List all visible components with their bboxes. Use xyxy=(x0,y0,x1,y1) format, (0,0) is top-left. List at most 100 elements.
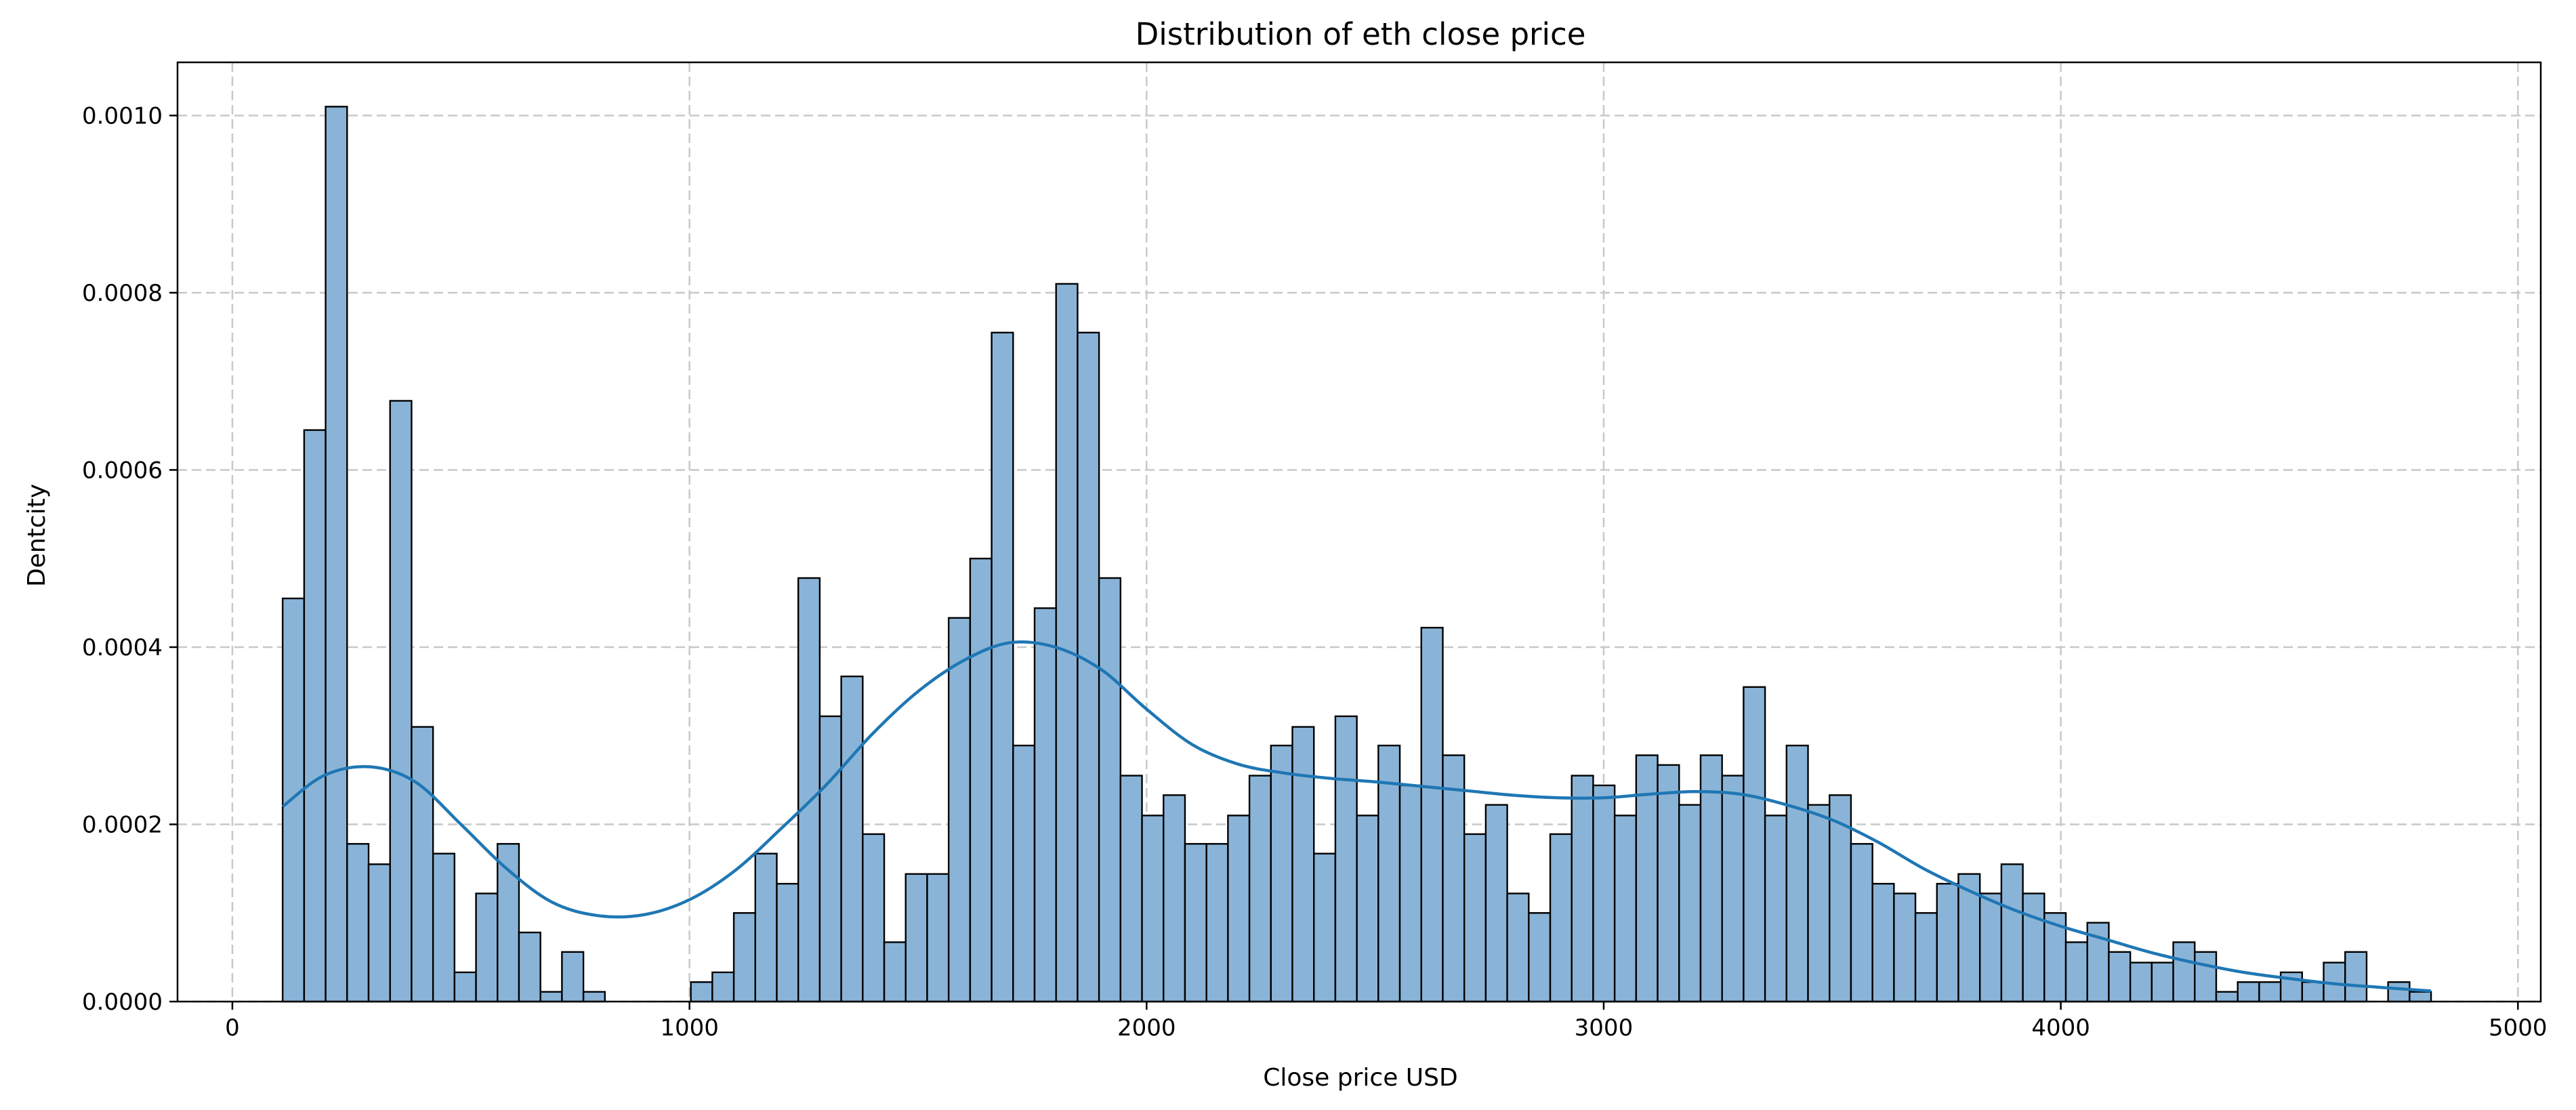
histogram-bar xyxy=(1442,754,1466,1003)
histogram-bar xyxy=(2258,981,2282,1003)
y-tick-label: 0.0000 xyxy=(82,989,163,1016)
histogram-bar xyxy=(561,951,585,1003)
histogram-bar xyxy=(518,931,541,1003)
histogram-bar xyxy=(281,597,306,1003)
histogram-bar xyxy=(1012,744,1036,1003)
axis-ticks: 0 1000 2000 3000 4000 5000 0.0000 0.0002 0.0004 0… xyxy=(82,102,2548,1042)
x-tick-label: 5000 xyxy=(2489,1014,2548,1042)
histogram-bar xyxy=(732,912,756,1003)
histogram-bar xyxy=(2344,951,2368,1003)
histogram-bars xyxy=(281,106,2432,1003)
histogram-bar xyxy=(1721,775,1745,1003)
histogram-bar xyxy=(1528,912,1552,1003)
plot-frame xyxy=(176,61,2542,1003)
histogram-bar xyxy=(883,941,907,1003)
histogram-bar xyxy=(1163,794,1186,1003)
histogram-bar xyxy=(2387,981,2411,1003)
histogram-bar xyxy=(1248,775,1272,1003)
histogram-bar xyxy=(389,400,413,1003)
histogram-bar xyxy=(818,715,842,1003)
histogram-bar xyxy=(969,558,993,1003)
histogram-bar xyxy=(1033,607,1057,1003)
histogram-bar xyxy=(367,863,391,1003)
y-tick-label: 0.0010 xyxy=(82,102,163,129)
histogram-bar xyxy=(325,106,348,1003)
histogram-bar xyxy=(2000,863,2024,1003)
histogram-bar xyxy=(432,852,456,1003)
y-tick-label: 0.0004 xyxy=(82,634,163,661)
histogram-bar xyxy=(2194,951,2218,1003)
histogram-bar xyxy=(1119,775,1143,1003)
histogram-bar xyxy=(1978,892,2003,1003)
histogram-bar xyxy=(1463,833,1487,1003)
y-tick-label: 0.0002 xyxy=(82,811,163,838)
histogram-bar xyxy=(711,971,735,1003)
histogram-bar xyxy=(1764,815,1788,1003)
histogram-bar xyxy=(862,833,886,1003)
histogram-bar xyxy=(1356,815,1379,1003)
kde-line xyxy=(281,640,2432,993)
histogram-bar xyxy=(2409,991,2432,1003)
histogram-bar xyxy=(1635,754,1659,1003)
histogram-bar xyxy=(1678,804,1702,1003)
histogram-bar xyxy=(539,991,563,1003)
histogram-bar xyxy=(303,429,327,1003)
histogram-bar xyxy=(2129,962,2153,1003)
x-tick-label: 4000 xyxy=(2031,1014,2090,1042)
histogram-bar xyxy=(1657,764,1680,1003)
histogram-bar xyxy=(2215,991,2239,1003)
histogram-bar xyxy=(2172,941,2196,1003)
histogram-bar xyxy=(2151,962,2174,1003)
chart-title: Distribution of eth close price xyxy=(1136,16,1586,52)
histogram-bar xyxy=(411,726,434,1003)
histogram-bar xyxy=(2108,951,2132,1003)
x-tick-label: 1000 xyxy=(660,1014,719,1042)
histogram-bar xyxy=(776,882,799,1003)
histogram-bar xyxy=(1484,804,1508,1003)
histogram-bar xyxy=(2301,981,2325,1003)
histogram-bar xyxy=(1270,744,1293,1003)
x-tick-label: 2000 xyxy=(1117,1014,1176,1042)
histogram-bar xyxy=(1055,283,1079,1003)
histogram-bar xyxy=(1420,627,1444,1003)
histogram-bar xyxy=(1506,892,1530,1003)
histogram-bar xyxy=(1871,882,1895,1003)
x-tick-label: 3000 xyxy=(1575,1014,1634,1042)
histogram-bar xyxy=(690,981,713,1003)
histogram-bar xyxy=(453,971,477,1003)
histogram-bar xyxy=(2064,941,2088,1003)
histogram-bar xyxy=(1936,882,1959,1003)
histogram-bar xyxy=(754,852,778,1003)
kde-curve xyxy=(281,640,2432,993)
histogram-bar xyxy=(1785,744,1809,1003)
histogram-bar xyxy=(475,892,499,1003)
histogram-bar xyxy=(840,675,864,1003)
histogram-bar xyxy=(1743,686,1766,1003)
histogram-bar xyxy=(497,843,520,1003)
y-tick-label: 0.0008 xyxy=(82,280,163,307)
histogram-bar xyxy=(2237,981,2260,1003)
histogram-bar xyxy=(1227,815,1251,1003)
histogram-bar xyxy=(1098,577,1122,1003)
histogram-bar xyxy=(1893,892,1917,1003)
histogram-bar xyxy=(991,331,1014,1003)
histogram-bar xyxy=(1377,744,1401,1003)
histogram-bar xyxy=(1914,912,1938,1003)
axes-frame xyxy=(176,61,2542,1003)
histogram-bar xyxy=(1398,784,1422,1003)
histogram-bar xyxy=(1184,843,1207,1003)
histogram-bar xyxy=(1850,843,1873,1003)
histogram-bar xyxy=(582,991,606,1003)
histogram-bar xyxy=(905,873,928,1003)
histogram-bar xyxy=(947,617,972,1003)
x-tick-label: 0 xyxy=(225,1014,240,1042)
histogram-bar xyxy=(346,843,370,1003)
histogram-bar xyxy=(1291,726,1315,1003)
y-tick-label: 0.0006 xyxy=(82,457,163,484)
histogram-bar xyxy=(1549,833,1573,1003)
histogram-bar xyxy=(1807,804,1831,1003)
histogram-bar xyxy=(1205,843,1229,1003)
histogram-bar xyxy=(1571,775,1594,1003)
histogram-bar xyxy=(1334,715,1358,1003)
